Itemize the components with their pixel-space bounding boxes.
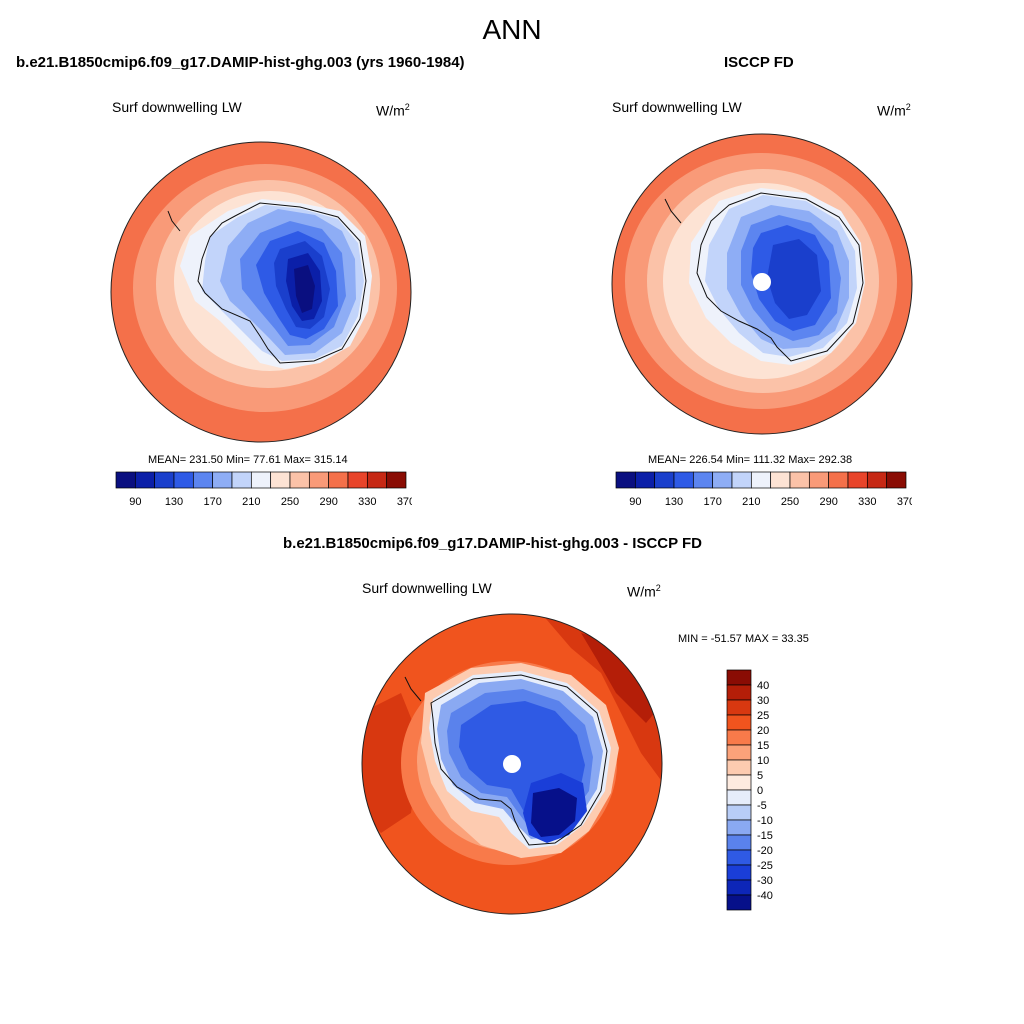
panel-3-colorbar-tick-label: -15 [757, 830, 773, 842]
panel-1-colorbar-color-box [250, 471, 272, 489]
panel-1-colorbar-color-box [289, 471, 310, 489]
panel-1-colorbar-tick-label: 330 [358, 496, 376, 508]
panel-3-colorbar-tick-label: 5 [757, 770, 763, 782]
panel-3-stats: MIN = -51.57 MAX = 33.35 [678, 633, 809, 645]
panel-2-colorbar-color-box [789, 471, 810, 489]
panel-1-polar-map [110, 141, 412, 443]
panel-1-colorbar-color-box [366, 471, 388, 489]
panel-2-stats: MEAN= 226.54 Min= 111.32 Max= 292.38 [648, 454, 853, 466]
panel-2-colorbar-color-box [731, 471, 752, 489]
panel-3-colorbar-color-box [726, 699, 752, 716]
panel-3-colorbar-tick-label: 30 [757, 695, 769, 707]
panel-3-colorbar-tick-label: 15 [757, 740, 769, 752]
panel-2-colorbar-color-box [886, 471, 907, 489]
panel-3-colorbar-tick-label: -5 [757, 800, 767, 812]
panel-2-colorbar-color-box [808, 471, 830, 489]
panel-2-colorbar-color-box [673, 471, 694, 489]
panel-2-colorbar-tick-label: 210 [742, 496, 760, 508]
panel-2-colorbar-color-box [712, 471, 733, 489]
panel-1-colorbar-color-box [134, 471, 156, 489]
panel-3-colorbar-color-box [726, 729, 752, 746]
panel-1-title: b.e21.B1850cmip6.f09_g17.DAMIP-hist-ghg.… [16, 54, 465, 71]
panel-3-colorbar-tick-label: -40 [757, 890, 773, 902]
panel-3-colorbar-color-box [726, 774, 752, 791]
panel-3-colorbar-color-box [726, 759, 752, 776]
panel-2-colorbar-color-box [866, 471, 888, 489]
panel-1-colorbar-color-box [212, 471, 233, 489]
panel-3-colorbar-tick-label: 25 [757, 710, 769, 722]
panel-3-colorbar-tick-label: -10 [757, 815, 773, 827]
panel-3-colorbar-color-box [726, 894, 752, 911]
panel-3-colorbar-color-box [726, 789, 752, 806]
panel-3-title: b.e21.B1850cmip6.f09_g17.DAMIP-hist-ghg.… [283, 535, 703, 552]
panel-1-colorbar-tick-label: 250 [281, 496, 299, 508]
panel-1-colorbar-color-box [308, 471, 330, 489]
panel-1-colorbar-tick-label: 90 [129, 496, 141, 508]
panel-2-colorbar: 90 130 170 210 250 290 330 370 [615, 471, 912, 508]
panel-1-colorbar-color-box [270, 471, 291, 489]
panel-2-colorbar-tick-label: 370 [897, 496, 912, 508]
panel-3-colorbar-color-box [726, 864, 752, 881]
panel-1-variable: Surf downwelling LW [112, 99, 242, 115]
panel-2-units: W/m2 [877, 102, 911, 119]
panel-3-colorbar-tick-label: 20 [757, 725, 769, 737]
panel-3-colorbar-tick-label: 0 [757, 785, 763, 797]
panel-3-colorbar-tick-label: 40 [757, 680, 769, 692]
panel-2-colorbar-tick-label: 330 [858, 496, 876, 508]
panel-2-colorbar-color-box [654, 471, 675, 489]
panel-3-colorbar-color-box [726, 669, 752, 686]
panel-3-units: W/m2 [627, 583, 661, 600]
panel-2-colorbar-color-box [615, 471, 636, 489]
panel-1-colorbar-tick-label: 130 [165, 496, 183, 508]
panel-1-colorbar-tick-label: 370 [397, 496, 412, 508]
panel-1-colorbar-color-box [347, 471, 368, 489]
panel-2-colorbar-tick-label: 290 [819, 496, 837, 508]
panel-3-colorbar-color-box [726, 744, 752, 761]
panel-2-colorbar-color-box [828, 471, 849, 489]
panel-1-colorbar-color-box [173, 471, 194, 489]
panel-1-colorbar-tick-label: 210 [242, 496, 260, 508]
panel-2-title: ISCCP FD [724, 54, 794, 71]
panel-2-colorbar-color-box [692, 471, 714, 489]
panel-3-colorbar-color-box [726, 714, 752, 731]
panel-3-colorbar: 40 30 25 20 15 10 5 0 -5 -10 -15 -20 -25 -30 -40 [726, 669, 773, 911]
panel-2-variable: Surf downwelling LW [612, 99, 742, 115]
panel-2-colorbar-tick-label: 90 [629, 496, 641, 508]
panel-1-colorbar-color-box [154, 471, 175, 489]
panel-1-colorbar-tick-label: 290 [319, 496, 337, 508]
panel-3-colorbar-color-box [726, 834, 752, 851]
main-title: ANN [482, 14, 542, 45]
panel-3-colorbar-color-box [726, 684, 752, 701]
panel-2-colorbar-color-box [750, 471, 772, 489]
panel-2-polar-map [611, 133, 913, 435]
panel-2-colorbar-tick-label: 250 [781, 496, 799, 508]
panel-2-colorbar-tick-label: 170 [703, 496, 721, 508]
panel-2-colorbar-tick-label: 130 [665, 496, 683, 508]
panel-1-colorbar-color-box [115, 471, 136, 489]
panel-3-variable: Surf downwelling LW [362, 580, 492, 596]
panel-2-colorbar-color-box [770, 471, 791, 489]
panel-3-colorbar-color-box [726, 804, 752, 821]
panel-3-colorbar-tick-label: -20 [757, 845, 773, 857]
panel-1-colorbar-color-box [231, 471, 252, 489]
panel-3-polar-map [361, 613, 663, 915]
panel-1-colorbar-color-box [386, 471, 407, 489]
panel-3-colorbar-color-box [726, 819, 752, 836]
panel-2-colorbar-color-box [847, 471, 868, 489]
panel-3-colorbar-tick-label: 10 [757, 755, 769, 767]
panel-3-colorbar-color-box [726, 879, 752, 896]
panel-3-colorbar-color-box [726, 849, 752, 866]
panel-1-units: W/m2 [376, 102, 410, 119]
panel-1-colorbar-color-box [328, 471, 349, 489]
panel-3-colorbar-tick-label: -30 [757, 875, 773, 887]
panel-2-colorbar-color-box [634, 471, 656, 489]
panel-1-colorbar-tick-label: 170 [203, 496, 221, 508]
panel-1-stats: MEAN= 231.50 Min= 77.61 Max= 315.14 [148, 454, 348, 466]
panel-3-colorbar-tick-label: -25 [757, 860, 773, 872]
panel-1-colorbar: 90 130 170 210 250 290 330 370 [115, 471, 412, 508]
panel-1-colorbar-color-box [192, 471, 214, 489]
